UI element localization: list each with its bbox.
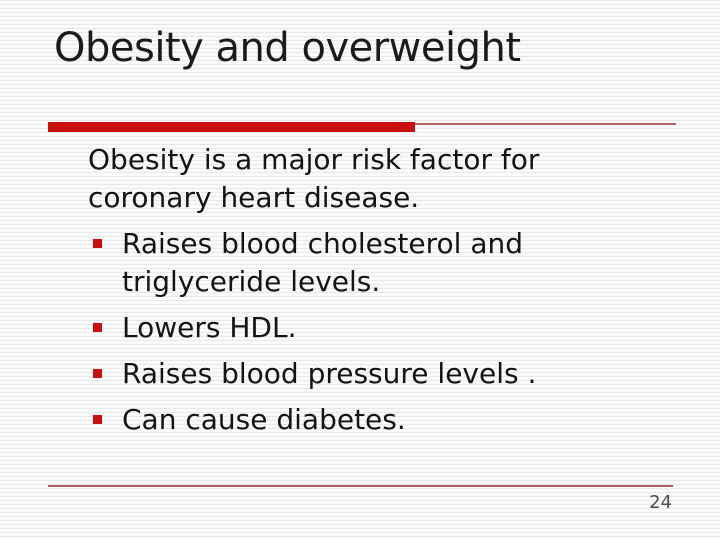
bullet-square-icon [93,323,102,332]
bullet-item: Can cause diabetes. [88,401,628,439]
title-underline-rule [415,123,676,125]
title-underline-bar [48,122,415,132]
bullet-text: Raises blood pressure levels . [122,357,537,390]
bullet-item: Lowers HDL. [88,309,628,347]
bullet-item: Raises blood pressure levels . [88,355,628,393]
bullet-list: Raises blood cholesterol and triglycerid… [88,225,628,439]
slide-body: Obesity is a major risk factor for coron… [88,141,628,447]
bullet-text: Raises blood cholesterol and triglycerid… [122,227,524,298]
bullet-square-icon [93,415,102,424]
bullet-text: Lowers HDL. [122,311,297,344]
bullet-text: Can cause diabetes. [122,403,406,436]
bullet-item: Raises blood cholesterol and triglycerid… [88,225,628,301]
bullet-square-icon [93,369,102,378]
intro-paragraph: Obesity is a major risk factor for coron… [88,143,540,214]
footer-rule [48,485,673,487]
slide-title: Obesity and overweight [54,25,521,71]
bullet-square-icon [93,239,102,248]
page-number: 24 [649,492,672,513]
